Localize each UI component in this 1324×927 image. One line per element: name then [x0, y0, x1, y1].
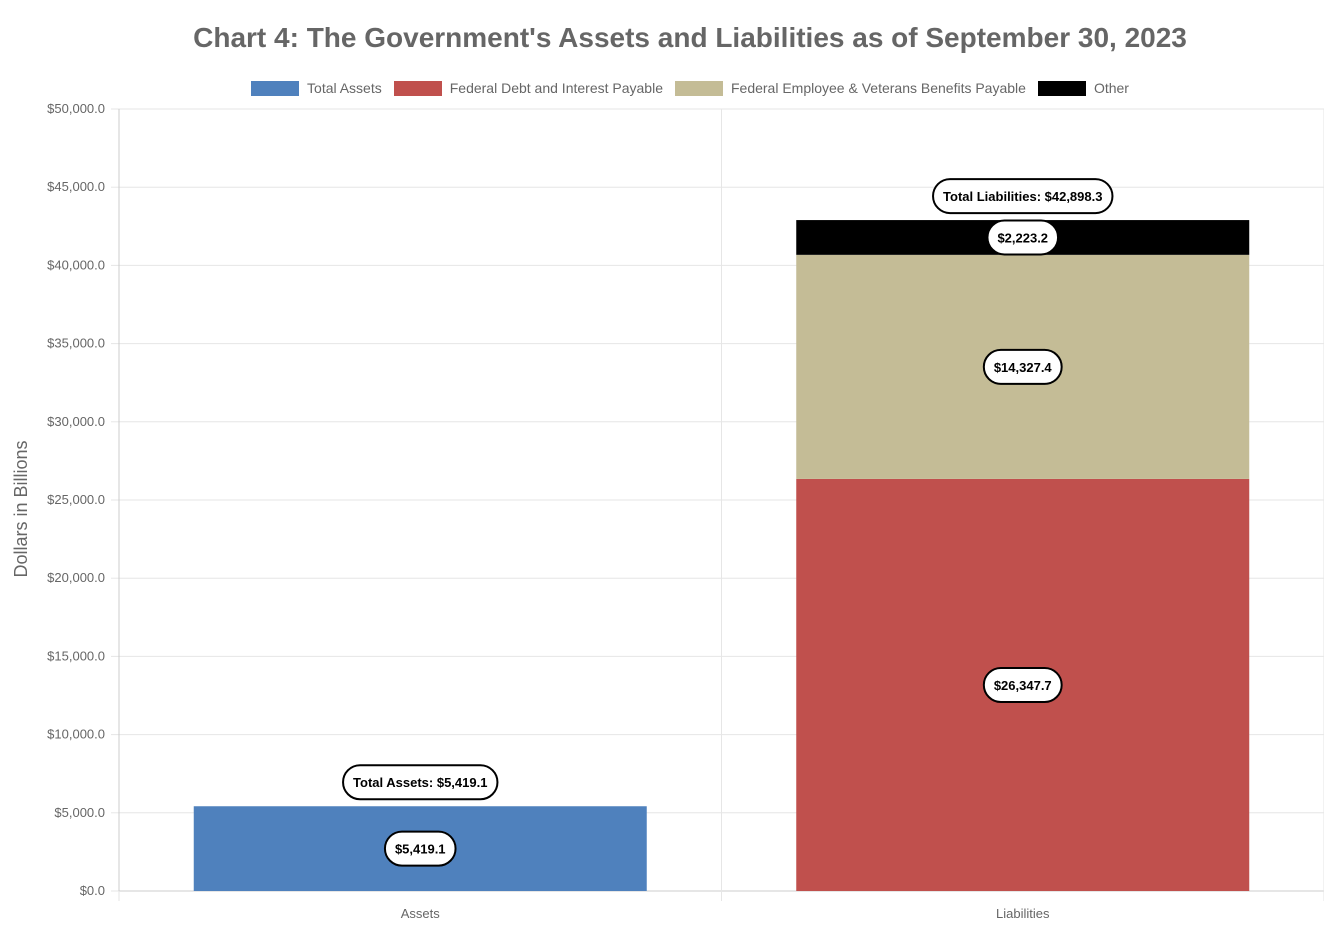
legend-item[interactable]: Total Assets: [251, 80, 382, 96]
data-label-text: $14,327.4: [994, 360, 1053, 375]
y-tick-label: $45,000.0: [47, 179, 105, 194]
y-tick-label: $10,000.0: [47, 727, 105, 742]
y-tick-label: $15,000.0: [47, 648, 105, 663]
total-label-box: [932, 178, 1114, 215]
data-label: $26,347.7: [982, 666, 1063, 703]
legend-item[interactable]: Federal Debt and Interest Payable: [393, 80, 663, 96]
legend-label: Total Assets: [307, 80, 382, 96]
data-label-box: [982, 666, 1063, 703]
y-tick-label: $0.0: [80, 883, 105, 898]
total-label-text: Total Liabilities: $42,898.3: [943, 189, 1102, 204]
chart-title: Chart 4: The Government's Assets and Lia…: [193, 22, 1187, 53]
total-label: Total Liabilities: $42,898.3: [932, 178, 1114, 215]
legend-label: Federal Debt and Interest Payable: [449, 80, 663, 96]
data-label-text: $26,347.7: [994, 678, 1052, 693]
y-tick-label: $20,000.0: [47, 570, 105, 585]
y-tick-label: $30,000.0: [47, 414, 105, 429]
legend-item[interactable]: Other: [1037, 80, 1129, 96]
legend-swatch: [393, 80, 442, 96]
data-label: $2,223.2: [986, 219, 1060, 256]
y-tick-label: $40,000.0: [47, 257, 105, 272]
data-label-box: [383, 830, 457, 867]
total-label-box: [342, 764, 499, 801]
legend-swatch: [674, 80, 723, 96]
y-axis-title: Dollars in Billions: [11, 440, 31, 577]
legend: Total Assets Federal Debt and Interest Pa…: [0, 80, 1324, 96]
total-label: Total Assets: $5,419.1: [342, 764, 499, 801]
data-label-text: $2,223.2: [997, 230, 1048, 245]
y-tick-label: $5,000.0: [54, 805, 105, 820]
y-tick-label: $35,000.0: [47, 336, 105, 351]
data-label: $5,419.1: [383, 830, 457, 867]
y-tick-label: $50,000.0: [47, 101, 105, 116]
x-tick-label: Assets: [401, 906, 441, 921]
legend-label: Federal Employee & Veterans Benefits Pay…: [730, 80, 1026, 96]
x-tick-label: Liabilities: [996, 906, 1050, 921]
y-tick-label: $25,000.0: [47, 492, 105, 507]
legend-item[interactable]: Federal Employee & Veterans Benefits Pay…: [674, 80, 1026, 96]
total-label-text: Total Assets: $5,419.1: [353, 775, 487, 790]
legend-swatch: [251, 80, 300, 96]
legend-label: Other: [1093, 80, 1129, 96]
data-label: $14,327.4: [982, 348, 1063, 385]
data-label-box: [982, 348, 1063, 385]
legend-swatch: [1037, 80, 1086, 96]
data-label-text: $5,419.1: [395, 842, 446, 857]
data-label-box: [986, 219, 1060, 256]
